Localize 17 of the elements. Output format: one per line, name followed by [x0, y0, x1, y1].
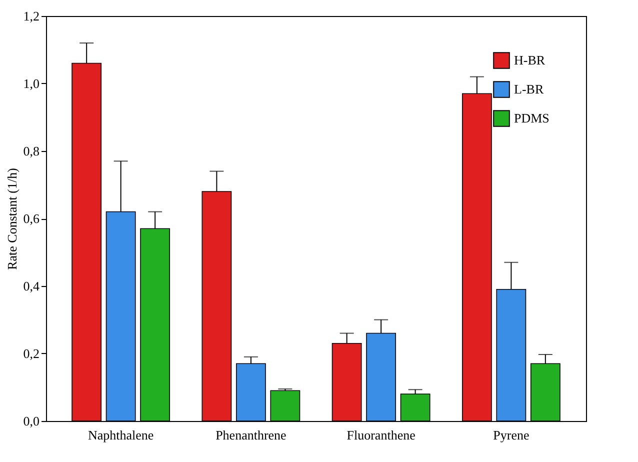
- x-tick-label: Phenanthrene: [216, 428, 287, 442]
- y-axis-title: Rate Constant (1/h): [4, 168, 20, 270]
- y-tick-label: 0,6: [23, 211, 40, 226]
- y-tick-label: 0,4: [23, 278, 40, 294]
- y-tick-label: 0,2: [23, 346, 40, 361]
- x-tick-label: Pyrene: [493, 428, 530, 442]
- x-tick-label: Fluoranthene: [346, 428, 416, 442]
- legend-label: H-BR: [514, 52, 546, 68]
- y-tick-label: 1,0: [23, 76, 40, 91]
- bar: [270, 390, 300, 422]
- legend-label: L-BR: [514, 82, 544, 96]
- y-tick-label: 0,8: [23, 144, 40, 158]
- bar: [400, 394, 430, 422]
- y-tick-label: 1,2: [23, 8, 40, 24]
- y-tick-label: 0,0: [23, 414, 40, 428]
- x-tick-label: Naphthalene: [88, 428, 154, 442]
- legend-label: PDMS: [514, 110, 550, 126]
